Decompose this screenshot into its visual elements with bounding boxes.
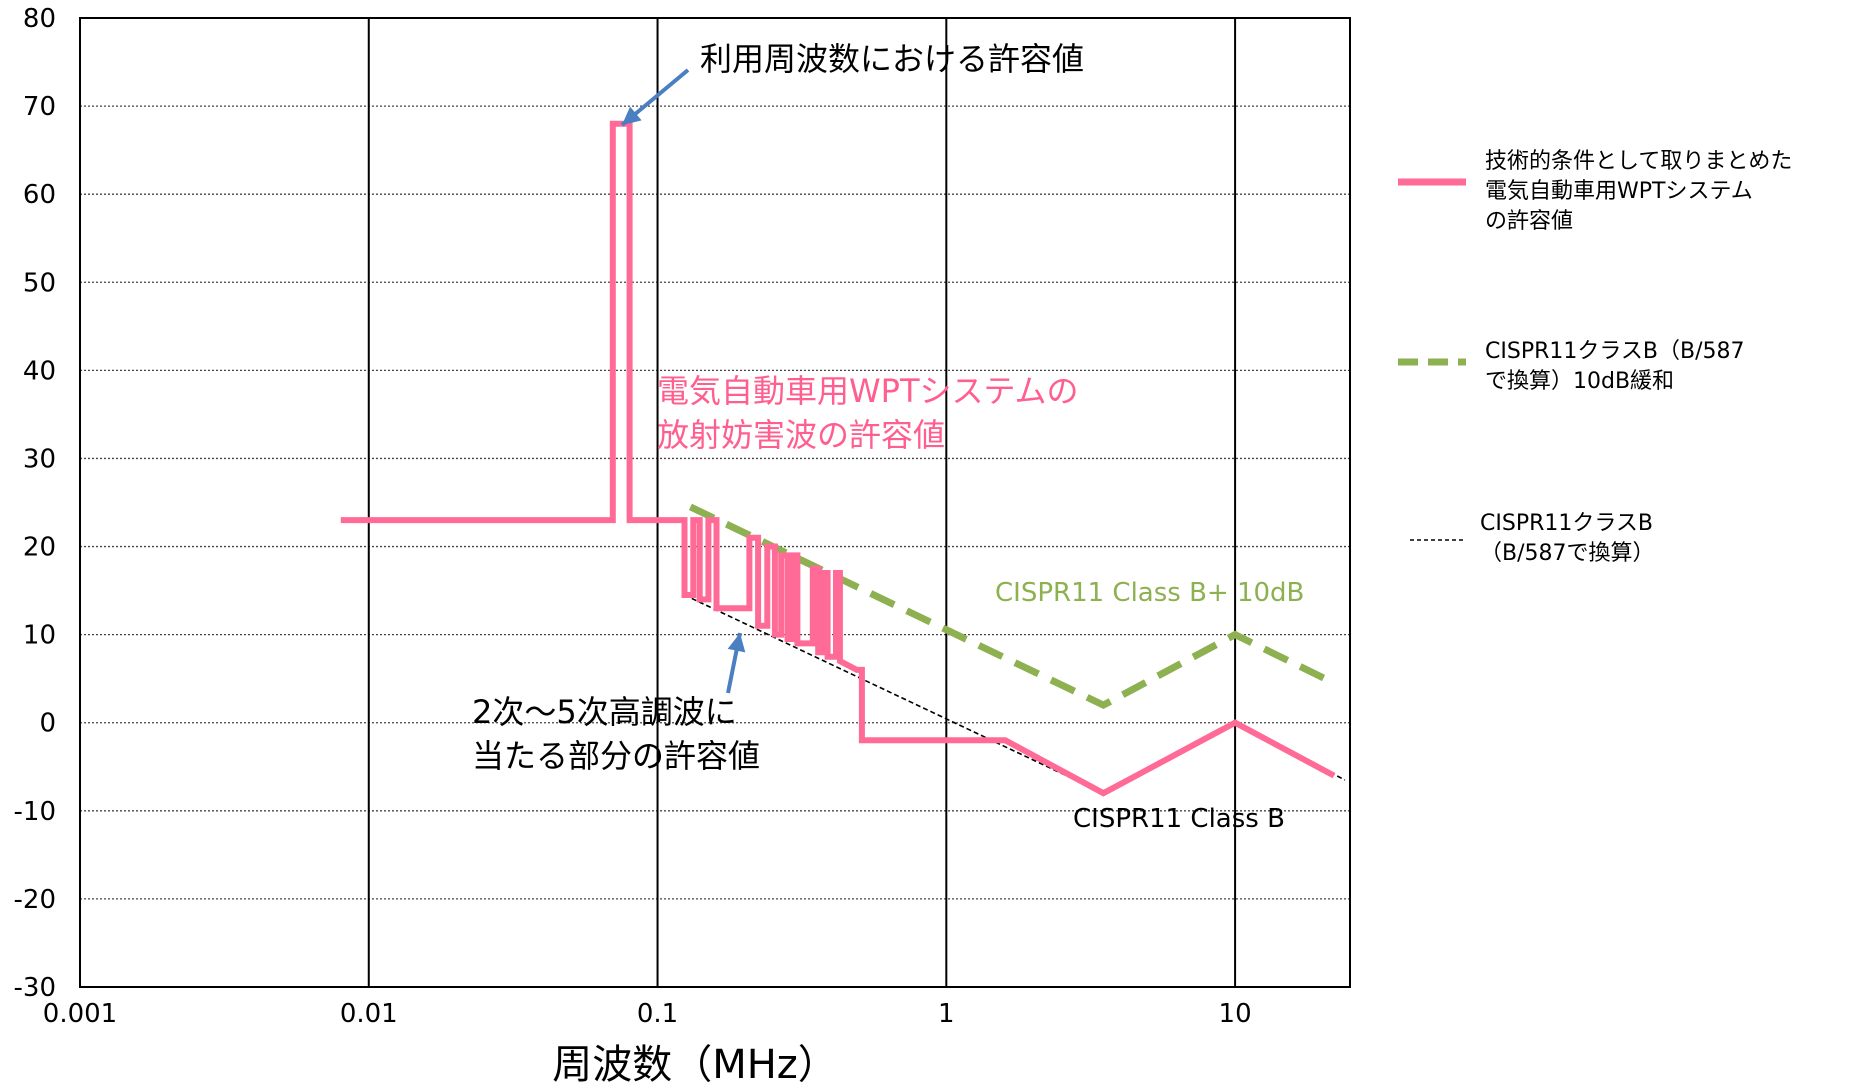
arrow-to-peak (620, 68, 690, 127)
legend-label: 電気自動車用WPTシステム (1485, 179, 1753, 204)
legend-label: で換算）10dB緩和 (1485, 369, 1674, 394)
arrow-to-harmonics (726, 632, 746, 694)
y-tick-label: 0 (39, 709, 56, 739)
annotation-harmonics-line: 当たる部分の許容値 (472, 737, 760, 775)
legend-label: 技術的条件として取りまとめた (1485, 149, 1792, 174)
y-tick-label: -10 (14, 797, 56, 827)
x-tick-label: 10 (1219, 999, 1252, 1029)
y-tick-label: 80 (23, 4, 56, 34)
x-tick-labels: 0.001 0.01 0.1 1 10 (43, 999, 1252, 1029)
x-tick-label: 0.1 (637, 999, 678, 1029)
y-tick-labels: 80 70 60 50 40 30 20 10 0 -10 -20 -30 (14, 4, 56, 1003)
annotation-cispr-plus10: CISPR11 Class B+ 10dB (995, 578, 1304, 608)
annotation-wpt-limit-line: 放射妨害波の許容値 (657, 416, 945, 454)
annotation-wpt-limit-line: 電気自動車用WPTシステムの (657, 372, 1079, 410)
y-tick-label: 70 (23, 92, 56, 122)
plot-frame (79, 17, 1351, 988)
legend-label: CISPR11クラスB (1480, 511, 1653, 536)
y-tick-label: 10 (23, 621, 56, 651)
series-layer (340, 120, 1346, 797)
y-tick-label: -30 (14, 973, 56, 1003)
x-axis-title: 周波数（MHz） (552, 1042, 838, 1088)
series-line-2 (688, 503, 1336, 710)
series-line-1 (340, 120, 1336, 797)
x-tick-label: 1 (938, 999, 955, 1029)
x-tick-label: 0.01 (340, 999, 398, 1029)
legend-label: CISPR11クラスB（B/587 (1485, 339, 1745, 364)
y-tick-label: 40 (23, 356, 56, 386)
y-tick-label: 60 (23, 180, 56, 210)
y-tick-label: 20 (23, 533, 56, 563)
y-tick-label: 50 (23, 268, 56, 298)
y-tick-label: 30 (23, 444, 56, 474)
annotation-peak-limit: 利用周波数における許容値 (700, 40, 1084, 78)
x-tick-label: 0.001 (43, 999, 117, 1029)
legend-label: の許容値 (1485, 209, 1573, 234)
annotation-cispr-classb: CISPR11 Class B (1073, 804, 1285, 834)
y-tick-label: -20 (14, 885, 56, 915)
legend-label: （B/587で換算） (1480, 541, 1655, 566)
legend-item-3: CISPR11クラスB （B/587で換算） (1410, 511, 1655, 566)
legend-item-2: CISPR11クラスB（B/587 で換算）10dB緩和 (1398, 339, 1745, 394)
annotation-harmonics-line: 2次～5次高調波に (472, 693, 737, 731)
